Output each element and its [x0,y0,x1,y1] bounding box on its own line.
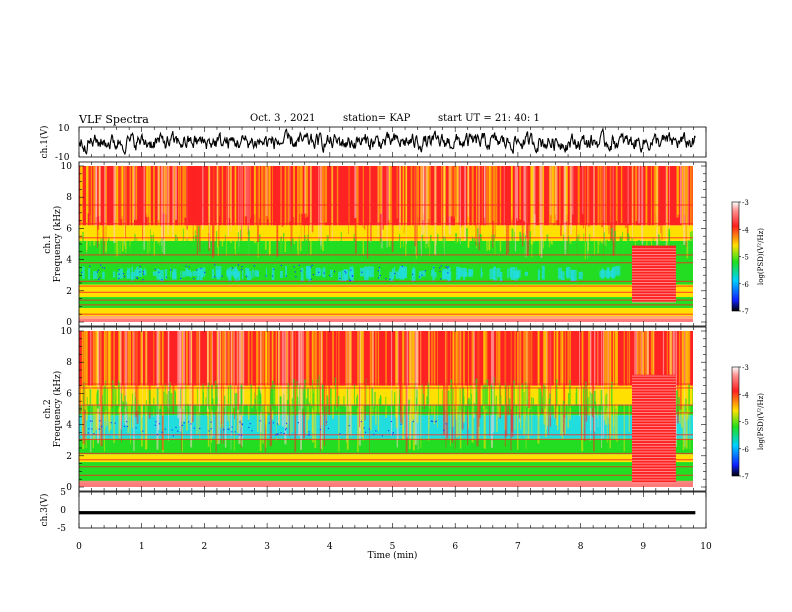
ch2-spectrogram-image [79,331,693,487]
ch1-waveform-line [78,127,696,156]
ch1-freq-tick-label: 0 [66,318,72,328]
ch3-waveform-band [79,511,696,515]
ch1-ytick-label: 10 [58,124,70,134]
time-tick-label: 5 [390,542,396,552]
ch3-ytick-label: 5 [60,488,66,498]
ch1-channel-label: ch.1 [43,234,53,253]
time-tick-label: 7 [515,542,521,552]
ch1-freq-tick-label: 8 [66,193,72,203]
time-tick-label: 0 [76,542,82,552]
ch2-colorbar-tick: -3 [742,364,749,372]
time-tick-label: 3 [264,542,270,552]
ch1-freq-tick-label: 10 [61,162,73,172]
ch3-ytick-label: -5 [57,524,66,534]
time-axis-label: Time (min) [368,550,418,561]
ch1-ytick-label: -10 [55,153,70,163]
time-tick-label: 9 [640,542,646,552]
date-label: Oct. 3 , 2021 [250,113,316,124]
ch1-freq-tick-label: 2 [66,287,72,297]
ch2-colorbar-label: log(PSD)(V²/Hz) [757,393,765,450]
time-tick-label: 2 [202,542,208,552]
ch1-colorbar-tick: -4 [742,226,749,234]
ch2-freq-tick-label: 8 [66,358,72,368]
time-tick-label: 10 [700,542,712,552]
time-tick-label: 8 [578,542,584,552]
ch1-colorbar-tick: -7 [742,308,749,316]
ch1-freq-tick-label: 6 [66,224,72,234]
station-label: station= KAP [343,113,411,124]
figure-title: VLF Spectra [79,113,149,126]
ch3-waveform-ylabel: ch.3(V) [39,494,50,527]
ch2-frequency-label: Frequency (kHz) [52,371,63,448]
ch1-colorbar-tick: -6 [742,281,749,289]
ch2-colorbar-tick: -5 [742,419,749,427]
start-time-label: start UT = 21: 40: 1 [438,113,540,124]
ch2-colorbar-tick: -6 [742,446,749,454]
ch1-freq-tick-label: 4 [66,256,72,266]
ch1-colorbar-label: log(PSD)(V²/Hz) [757,228,765,285]
ch1-spectrogram-image [79,166,693,322]
ch2-channel-label: ch.2 [43,399,53,418]
ch2-freq-tick-label: 0 [66,483,72,493]
ch2-freq-tick-label: 10 [61,327,73,337]
ch2-colorbar-tick: -7 [742,473,749,481]
ch2-freq-tick-label: 4 [66,421,72,431]
ch1-waveform-ylabel: ch.1(V) [39,126,50,159]
ch3-ytick-label: 0 [60,506,66,516]
ch1-colorbar-tick: -5 [742,254,749,262]
time-tick-label: 6 [452,542,458,552]
ch1-colorbar [731,201,740,312]
ch2-colorbar [731,366,740,477]
ch3-waveform-frame [78,491,707,529]
ch2-colorbar-tick: -4 [742,391,749,399]
ch1-frequency-label: Frequency (kHz) [52,206,63,283]
ch2-freq-tick-label: 6 [66,389,72,399]
ch1-colorbar-tick: -3 [742,199,749,207]
time-tick-label: 1 [139,542,145,552]
ch2-freq-tick-label: 2 [66,452,72,462]
time-tick-label: 4 [327,542,333,552]
